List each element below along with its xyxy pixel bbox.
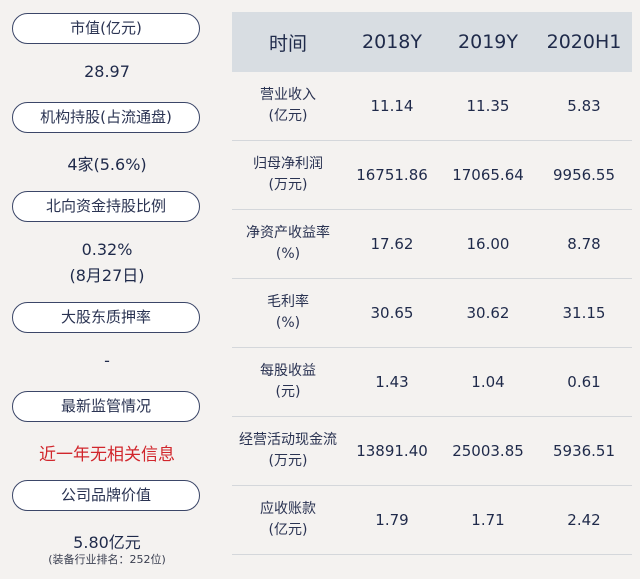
table-row: 毛利率 (%) 30.65 30.62 31.15 — [232, 278, 632, 348]
row-label: 经营活动现金流 (万元) — [232, 416, 344, 486]
cell-value: 1.04 — [440, 347, 536, 417]
market-cap-value: 28.97 — [84, 62, 130, 81]
metric-name: 营业收入 — [260, 87, 316, 103]
metric-unit: (万元) — [268, 177, 308, 193]
metric-unit: (元) — [275, 384, 301, 400]
financials-table: 时间 2018Y 2019Y 2020H1 营业收入 (亿元) 11.14 11.… — [232, 12, 632, 555]
table-row: 营业收入 (亿元) 11.14 11.35 5.83 — [232, 72, 632, 141]
cell-value: 31.15 — [536, 278, 632, 348]
institutional-holding-value: 4家(5.6%) — [67, 155, 147, 174]
table-row: 归母净利润 (万元) 16751.86 17065.64 9956.55 — [232, 140, 632, 210]
cell-value: 1.71 — [440, 485, 536, 555]
metric-unit: (亿元) — [268, 108, 308, 124]
summary-panel: 市值(亿元) 28.97 机构持股(占流通盘) 4家(5.6%) 北向资金持股比… — [0, 0, 214, 579]
metric-name: 经营活动现金流 — [239, 432, 337, 448]
header-2019y: 2019Y — [440, 12, 536, 72]
brand-value: 5.80亿元 — [73, 533, 141, 552]
header-period: 时间 — [232, 12, 344, 72]
cell-value: 5936.51 — [536, 416, 632, 486]
northbound-holding-date: (8月27日) — [69, 266, 145, 285]
cell-value: 8.78 — [536, 209, 632, 279]
metric-name: 应收账款 — [260, 501, 316, 517]
row-label: 归母净利润 (万元) — [232, 140, 344, 210]
cell-value: 17.62 — [344, 209, 440, 279]
cell-value: 16.00 — [440, 209, 536, 279]
table-row: 经营活动现金流 (万元) 13891.40 25003.85 5936.51 — [232, 416, 632, 486]
metric-name: 每股收益 — [260, 363, 316, 379]
cell-value: 16751.86 — [344, 140, 440, 210]
header-2020h1: 2020H1 — [536, 12, 632, 72]
metric-unit: (万元) — [268, 453, 308, 469]
cell-value: 5.83 — [536, 72, 632, 141]
table-row: 净资产收益率 (%) 17.62 16.00 8.78 — [232, 209, 632, 279]
row-label: 营业收入 (亿元) — [232, 72, 344, 141]
pledge-ratio-value: - — [104, 351, 110, 370]
northbound-holding-value: 0.32% — [81, 240, 133, 259]
header-2018y: 2018Y — [344, 12, 440, 72]
cell-value: 30.62 — [440, 278, 536, 348]
row-label: 每股收益 (元) — [232, 347, 344, 417]
pledge-ratio-label: 大股东质押率 — [12, 302, 200, 333]
metric-name: 归母净利润 — [253, 156, 323, 172]
table-header-row: 时间 2018Y 2019Y 2020H1 — [232, 12, 632, 72]
metric-name: 净资产收益率 — [246, 225, 330, 241]
regulation-label: 最新监管情况 — [12, 391, 200, 422]
table-row: 每股收益 (元) 1.43 1.04 0.61 — [232, 347, 632, 417]
row-label: 毛利率 (%) — [232, 278, 344, 348]
metric-unit: (亿元) — [268, 522, 308, 538]
cell-value: 11.14 — [344, 72, 440, 141]
metric-unit: (%) — [275, 315, 301, 331]
cell-value: 25003.85 — [440, 416, 536, 486]
cell-value: 9956.55 — [536, 140, 632, 210]
cell-value: 1.79 — [344, 485, 440, 555]
row-label: 净资产收益率 (%) — [232, 209, 344, 279]
metric-name: 毛利率 — [267, 294, 309, 310]
row-label: 应收账款 (亿元) — [232, 485, 344, 555]
cell-value: 13891.40 — [344, 416, 440, 486]
cell-value: 0.61 — [536, 347, 632, 417]
brand-rank: (装备行业排名：252位) — [48, 553, 166, 566]
cell-value: 11.35 — [440, 72, 536, 141]
market-cap-label: 市值(亿元) — [12, 13, 200, 44]
table-row: 应收账款 (亿元) 1.79 1.71 2.42 — [232, 485, 632, 555]
cell-value: 30.65 — [344, 278, 440, 348]
cell-value: 17065.64 — [440, 140, 536, 210]
metric-unit: (%) — [275, 246, 301, 262]
institutional-holding-label: 机构持股(占流通盘) — [12, 102, 200, 133]
cell-value: 2.42 — [536, 485, 632, 555]
northbound-holding-label: 北向资金持股比例 — [12, 191, 200, 222]
brand-value-label: 公司品牌价值 — [12, 480, 200, 511]
regulation-value: 近一年无相关信息 — [39, 445, 175, 465]
cell-value: 1.43 — [344, 347, 440, 417]
